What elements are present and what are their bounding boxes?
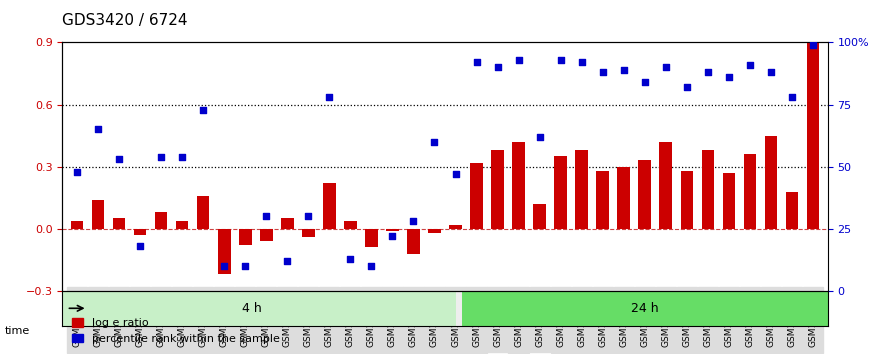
Bar (638, 160, 651, 229)
Point (637, 79, 651, 85)
Bar (281, 218, 294, 229)
Bar (113, 218, 125, 229)
Bar (92, 200, 104, 229)
Point (700, 69, 715, 75)
Bar (786, 192, 798, 229)
Bar (365, 229, 377, 247)
Point (512, 57, 526, 63)
Bar (62, 291, 456, 326)
Point (805, 42, 820, 48)
Bar (407, 229, 420, 253)
Bar (323, 183, 336, 229)
Point (70, 169, 85, 175)
Bar (155, 212, 167, 229)
Bar (197, 196, 209, 229)
Bar (344, 221, 357, 229)
Point (490, 64, 505, 70)
Text: 4 h: 4 h (242, 302, 262, 315)
Bar (449, 225, 462, 229)
Point (469, 59, 483, 65)
Bar (176, 221, 189, 229)
Point (785, 94, 799, 100)
Bar (302, 229, 315, 237)
Point (239, 263, 253, 269)
Bar (462, 291, 834, 326)
Bar (470, 162, 483, 229)
Point (154, 154, 168, 160)
Text: GDS3420 / 6724: GDS3420 / 6724 (62, 13, 188, 28)
Point (659, 64, 673, 70)
Point (259, 213, 273, 219)
Point (217, 263, 231, 269)
Point (364, 263, 378, 269)
Point (722, 74, 736, 80)
Point (449, 171, 463, 177)
Bar (533, 204, 546, 229)
Point (133, 243, 147, 249)
Point (532, 134, 546, 140)
Bar (491, 150, 504, 229)
Bar (218, 229, 231, 274)
Bar (134, 229, 147, 235)
Point (91, 127, 105, 132)
Bar (513, 142, 525, 229)
Point (196, 107, 210, 112)
Point (575, 59, 589, 65)
Bar (428, 229, 441, 233)
Text: time: time (4, 326, 29, 336)
Point (617, 67, 631, 73)
Point (175, 154, 190, 160)
Point (112, 156, 126, 162)
Point (385, 233, 400, 239)
Bar (681, 171, 693, 229)
Point (280, 258, 295, 264)
Bar (765, 136, 777, 229)
Bar (260, 229, 272, 241)
Bar (239, 229, 252, 245)
Bar (659, 142, 672, 229)
Bar (554, 156, 567, 229)
Bar (575, 150, 588, 229)
Legend: log e ratio, percentile rank within the sample: log e ratio, percentile rank within the … (68, 314, 285, 348)
Bar (70, 221, 84, 229)
Bar (386, 229, 399, 231)
Bar (723, 173, 735, 229)
Point (554, 57, 568, 63)
Point (407, 218, 421, 224)
Point (680, 84, 694, 90)
Bar (806, 38, 820, 229)
Point (301, 213, 315, 219)
Bar (618, 167, 630, 229)
Bar (701, 150, 714, 229)
Point (764, 69, 778, 75)
Bar (596, 171, 609, 229)
Point (743, 62, 757, 68)
Point (427, 139, 441, 145)
Point (344, 256, 358, 262)
Point (595, 69, 610, 75)
Bar (743, 154, 756, 229)
Text: 24 h: 24 h (631, 302, 659, 315)
Point (322, 94, 336, 100)
